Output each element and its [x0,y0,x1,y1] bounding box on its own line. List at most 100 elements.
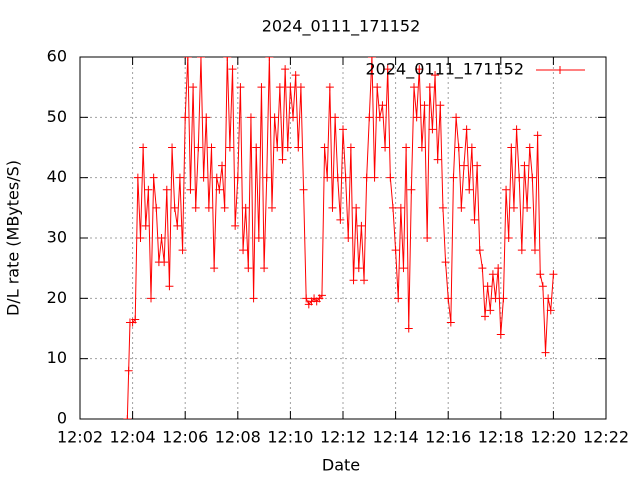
point [496,330,505,339]
point [123,415,132,419]
point [402,143,411,152]
point [360,276,369,285]
point [444,294,453,303]
point [325,83,334,92]
point [481,312,490,321]
point [331,113,340,122]
point [425,83,434,92]
point [265,57,274,61]
x-tick-label: 12:14 [373,428,419,447]
point [165,282,174,291]
point [202,113,211,122]
point [410,83,419,92]
point [467,143,476,152]
point [207,143,216,152]
point [170,203,179,212]
point [144,185,153,194]
point [175,173,184,182]
point [507,143,516,152]
x-tick-label: 12:08 [215,428,261,447]
point [396,203,405,212]
point [541,348,550,357]
point [383,65,392,74]
point [341,173,350,182]
point [168,143,177,152]
point [291,71,300,80]
chart-title: 2024_0111_171152 [262,17,421,37]
point [225,143,234,152]
point [546,306,555,315]
y-tick-label: 20 [47,288,67,307]
point [239,246,248,255]
point [189,83,198,92]
point [438,203,447,212]
y-axis-label: D/L rate (MBytes/S) [4,160,23,316]
point [473,161,482,170]
point [246,113,255,122]
x-tick-label: 12:04 [110,428,156,447]
point [133,173,142,182]
point [244,264,253,273]
point [433,155,442,164]
point [346,143,355,152]
point [252,143,261,152]
point [344,234,353,242]
point [294,143,303,152]
point [339,125,347,134]
x-tick-label: 12:10 [267,428,313,447]
y-tick-label: 60 [47,47,67,66]
point [386,173,395,182]
point [525,143,534,152]
point [494,264,503,273]
point [362,173,371,182]
point [367,57,376,61]
point [194,143,203,152]
plot-border [79,56,607,420]
point [323,173,332,182]
point [423,234,432,242]
y-tick-label: 40 [47,167,67,186]
point [173,221,182,230]
point [394,294,403,303]
point [149,173,158,182]
point [538,282,547,291]
point [336,215,345,224]
point [196,57,205,61]
point [157,234,166,242]
point [162,185,171,194]
point [520,161,529,170]
point [136,234,145,242]
point [373,83,382,92]
point [517,246,526,255]
legend-marker [556,66,564,74]
point [352,203,361,212]
point [515,173,524,182]
point [378,101,387,110]
point [349,276,358,285]
point [218,161,227,170]
point [544,294,553,303]
point [536,270,545,279]
point [441,258,450,267]
point [512,125,521,134]
point [289,113,298,122]
point [139,143,148,152]
point [420,101,429,110]
x-tick-label: 12:06 [162,428,208,447]
point [220,203,229,212]
point [488,270,497,279]
point [328,203,337,212]
point [533,131,542,140]
point [210,264,219,273]
point [470,215,479,224]
point [530,246,539,255]
y-tick-label: 50 [47,107,67,126]
point [483,282,492,291]
point [147,294,156,303]
point [486,306,495,315]
point [199,173,208,182]
point [278,155,287,164]
point [399,264,408,273]
